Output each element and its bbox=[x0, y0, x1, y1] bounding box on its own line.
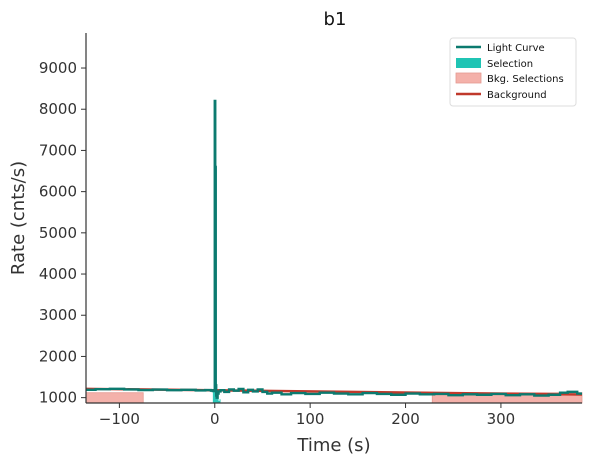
x-tick-label: 100 bbox=[296, 410, 325, 428]
legend-label-light-curve: Light Curve bbox=[487, 43, 545, 54]
legend: Light Curve Selection Bkg. Selections Ba… bbox=[449, 37, 577, 107]
x-tick-label: −100 bbox=[99, 410, 140, 428]
legend-swatch-bkg-selections bbox=[455, 72, 482, 84]
y-tick-label: 1000 bbox=[39, 389, 77, 407]
y-tick-label: 5000 bbox=[39, 224, 77, 242]
x-tick-label: 0 bbox=[210, 410, 220, 428]
x-axis-label: Time (s) bbox=[296, 435, 370, 456]
legend-swatch-selection bbox=[456, 58, 481, 68]
y-tick-label: 9000 bbox=[39, 59, 77, 77]
light-curve-layer bbox=[86, 99, 582, 399]
x-ticks: −100 0 100 200 300 bbox=[99, 403, 515, 428]
y-tick-label: 6000 bbox=[39, 183, 77, 201]
y-ticks: 1000 2000 3000 4000 5000 6000 7000 8000 9000 bbox=[39, 59, 86, 407]
y-tick-label: 4000 bbox=[39, 265, 77, 283]
y-tick-label: 2000 bbox=[39, 347, 77, 365]
y-tick-label: 3000 bbox=[39, 306, 77, 324]
legend-label-selection: Selection bbox=[487, 59, 533, 70]
legend-frame bbox=[449, 37, 577, 107]
y-tick-label: 7000 bbox=[39, 141, 77, 159]
y-tick-label: 8000 bbox=[39, 100, 77, 118]
x-tick-label: 200 bbox=[391, 410, 420, 428]
x-tick-label: 300 bbox=[487, 410, 516, 428]
y-axis-label: Rate (cnts/s) bbox=[8, 161, 29, 275]
legend-label-background: Background bbox=[487, 90, 547, 101]
chart-title: b1 bbox=[324, 9, 347, 30]
light-curve-line bbox=[86, 99, 582, 399]
legend-label-bkg-selections: Bkg. Selections bbox=[487, 74, 564, 85]
axes bbox=[85, 33, 582, 404]
bkg-selection-band bbox=[85, 392, 144, 404]
